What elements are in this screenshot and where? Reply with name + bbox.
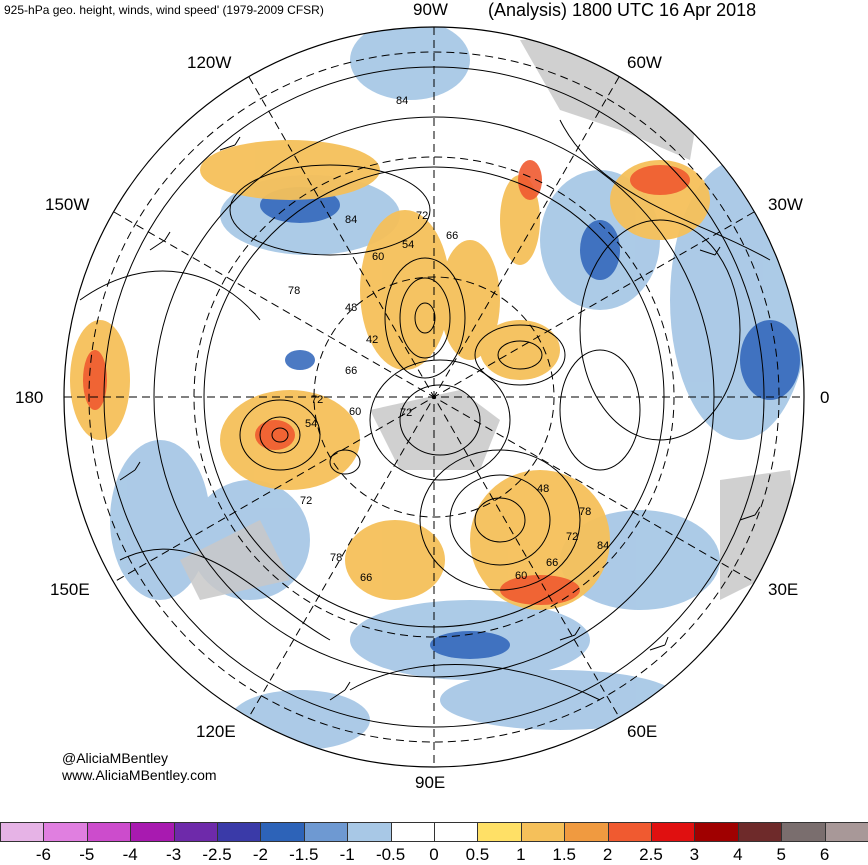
wind-barbs (119, 136, 761, 701)
contour-label: 78 (330, 552, 342, 564)
map-border (63, 26, 805, 768)
lon-label-60e: 60E (627, 722, 658, 741)
graticule (64, 27, 804, 767)
map-svg: 84 72 54 66 60 78 84 48 42 66 72 60 72 5… (63, 26, 805, 768)
colorbar-tick-label: 4 (733, 845, 743, 864)
polar-map: 84 72 54 66 60 78 84 48 42 66 72 60 72 5… (63, 26, 805, 768)
contour-label: 84 (597, 540, 609, 552)
lon-label-30w: 30W (768, 195, 803, 214)
colorbar-tick-label: 6 (819, 845, 830, 864)
contour-label: 42 (366, 334, 378, 346)
contour-label-group: 84 72 54 66 60 78 84 48 42 66 72 60 72 5… (288, 95, 609, 584)
colorbar-swatch (390, 822, 435, 842)
contour-label: 54 (305, 418, 317, 430)
contour-label: 72 (400, 407, 412, 419)
contour-label: 48 (537, 483, 549, 495)
colorbar-swatch (130, 822, 175, 842)
colorbar-swatch (86, 822, 132, 842)
lon-label-150w: 150W (45, 195, 90, 214)
colorbar-swatch (477, 822, 522, 842)
contour-label: 84 (396, 95, 408, 107)
colorbar-tick-label: -2 (252, 845, 268, 864)
colorbar-swatch (43, 822, 88, 842)
colorbar-swatch (824, 822, 868, 842)
contour-label: 66 (345, 365, 357, 377)
contour-label: 72 (300, 495, 312, 507)
contour-label: 60 (349, 406, 361, 418)
contour-label: 78 (579, 506, 591, 518)
contour-label: 54 (402, 239, 414, 251)
strong-negative-fill (260, 187, 800, 659)
colorbar-tick-label: 1.5 (552, 845, 577, 864)
colorbar-swatch (347, 822, 392, 842)
colorbar-swatch (607, 822, 652, 842)
credit-handle: @AliciaMBentley (62, 750, 169, 766)
lon-label-30e: 30E (768, 580, 799, 599)
colorbar-tick-label: -0.5 (375, 845, 406, 864)
contour-label: 84 (345, 214, 357, 226)
positive-anomaly-fill (70, 140, 710, 610)
lon-label-150e: 150E (50, 580, 90, 599)
colorbar-swatch (737, 822, 783, 842)
contour-label: 60 (372, 251, 384, 263)
contour-label: 72 (566, 531, 578, 543)
colorbar-swatch (694, 822, 739, 842)
colorbar-tick-label: -5 (79, 845, 95, 864)
colorbar-swatch (520, 822, 566, 842)
colorbar-tick-label: 2 (602, 845, 613, 864)
colorbar-tick-label: 0.5 (465, 845, 490, 864)
credit-website: www.AliciaMBentley.com (62, 767, 217, 783)
colorbar-tick-label: -3 (166, 845, 182, 864)
colorbar-swatch (781, 822, 826, 842)
page-title-right: (Analysis) 1800 UTC 16 Apr 2018 (488, 0, 757, 20)
colorbar-swatch (0, 822, 45, 842)
colorbar-tick-label: 5 (776, 845, 786, 864)
colorbar-tick-label: -4 (122, 845, 138, 864)
strong-positive-fill (83, 160, 690, 605)
contour-label: 72 (416, 210, 428, 222)
lon-label-0: 0 (820, 388, 830, 407)
map-fields (64, 27, 804, 767)
lon-label-60w: 60W (627, 53, 662, 72)
contour-label: 78 (288, 285, 300, 297)
lon-label-120e: 120E (196, 722, 236, 741)
contour-label: 60 (515, 570, 527, 582)
colorbar-tick-label: 1 (516, 845, 526, 864)
colorbar-tick-label: 2.5 (639, 845, 663, 864)
colorbar-swatch (434, 822, 479, 842)
lon-label-120w: 120W (187, 53, 232, 72)
lon-label-90e: 90E (415, 773, 446, 792)
colorbar-tick-label: -1 (339, 845, 355, 864)
contour-label: 66 (360, 572, 372, 584)
colorbar-swatch (651, 822, 696, 842)
lon-label-90w: 90W (413, 0, 448, 19)
contour-label: 66 (446, 230, 458, 242)
colorbar-tick-label: -6 (35, 845, 51, 864)
contour-label: 48 (345, 302, 357, 314)
colorbar-tick-label: 0 (429, 845, 439, 864)
colorbar-swatch (217, 822, 262, 842)
lon-label-180: 180 (15, 388, 44, 407)
contour-label: 66 (546, 557, 558, 569)
colorbar-tick-label: 3 (689, 845, 700, 864)
colorbar-swatch (303, 822, 349, 842)
contour-label: 72 (311, 394, 323, 406)
colorbar (0, 822, 868, 844)
colorbar-tick-label: -1.5 (289, 845, 319, 864)
colorbar-tick-label: -2.5 (202, 845, 232, 864)
page-title-left: 925-hPa geo. height, winds, wind speed' … (4, 3, 324, 17)
colorbar-swatch (173, 822, 218, 842)
colorbar-swatch (260, 822, 305, 842)
colorbar-swatch (564, 822, 609, 842)
